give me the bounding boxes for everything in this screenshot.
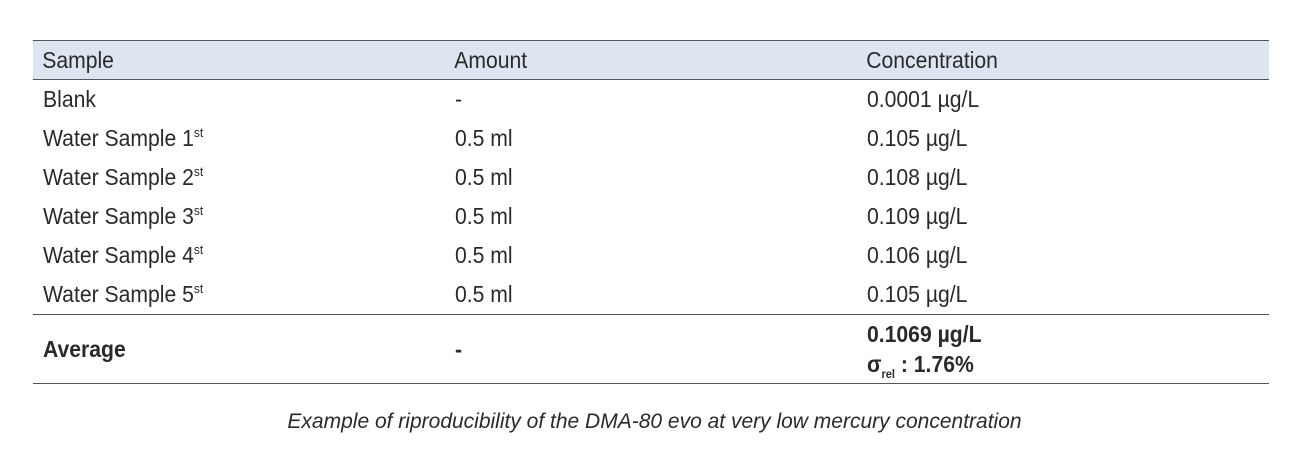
sample-cell: Water Sample 4st	[33, 236, 445, 275]
amount-cell: 0.5 ml	[445, 158, 857, 197]
concentration-cell: 0.108 µg/L	[857, 158, 1269, 197]
amount-value: -	[455, 86, 463, 112]
table-caption: Example of riproducibility of the DMA-80…	[287, 410, 1022, 433]
sample-cell: Water Sample 1st	[33, 119, 445, 158]
concentration-cell: 0.105 µg/L	[857, 119, 1269, 158]
concentration-value: 0.108 µg/L	[867, 164, 968, 190]
amount-cell: -	[445, 80, 857, 120]
amount-value: 0.5 ml	[455, 164, 513, 190]
average-row: Average - 0.1069 µg/L σrel : 1.76%	[33, 314, 1269, 384]
header-sample: Sample	[33, 40, 413, 80]
amount-cell: 0.5 ml	[445, 119, 857, 158]
concentration-cell: 0.106 µg/L	[857, 236, 1269, 275]
ordinal-suffix: st	[193, 281, 204, 296]
concentration-value: 0.106 µg/L	[867, 242, 968, 268]
ordinal-suffix: st	[193, 203, 204, 218]
concentration-value: 0.105 µg/L	[867, 125, 968, 151]
average-label-cell: Average	[33, 314, 445, 384]
relative-std-dev: σrel : 1.76%	[867, 351, 974, 380]
ordinal-suffix: st	[193, 242, 204, 257]
sample-name: Water Sample 2	[43, 164, 194, 190]
amount-cell: 0.5 ml	[445, 236, 857, 275]
sample-cell: Water Sample 3st	[33, 197, 445, 236]
amount-value: 0.5 ml	[455, 242, 513, 268]
average-label: Average	[43, 335, 126, 362]
concentration-cell: 0.0001 µg/L	[857, 80, 1269, 120]
amount-value: 0.5 ml	[455, 125, 513, 151]
table-row: Water Sample 2st 0.5 ml 0.108 µg/L	[33, 158, 1269, 197]
concentration-cell: 0.109 µg/L	[857, 197, 1269, 236]
sample-name: Water Sample 4	[43, 242, 194, 268]
ordinal-suffix: st	[193, 164, 204, 179]
average-amount-cell: -	[445, 314, 857, 384]
amount-value: 0.5 ml	[455, 281, 513, 307]
table-row: Water Sample 5st 0.5 ml 0.105 µg/L	[33, 275, 1269, 315]
concentration-value: 0.109 µg/L	[867, 203, 968, 229]
header-amount: Amount	[445, 40, 825, 80]
results-table-container: Sample Amount Concentration Blank - 0.00…	[33, 40, 1269, 384]
table-row: Blank - 0.0001 µg/L	[33, 80, 1269, 120]
table-row: Water Sample 4st 0.5 ml 0.106 µg/L	[33, 236, 1269, 275]
table-row: Water Sample 3st 0.5 ml 0.109 µg/L	[33, 197, 1269, 236]
sample-name: Water Sample 3	[43, 203, 194, 229]
sample-cell: Water Sample 5st	[33, 275, 445, 315]
table-row: Water Sample 1st 0.5 ml 0.105 µg/L	[33, 119, 1269, 158]
average-concentration-cell: 0.1069 µg/L σrel : 1.76%	[857, 314, 1269, 384]
table-header-row: Sample Amount Concentration	[33, 40, 1269, 80]
average-concentration-value: 0.1069 µg/L	[867, 321, 982, 347]
concentration-value: 0.105 µg/L	[867, 281, 968, 307]
average-amount: -	[455, 335, 463, 362]
ordinal-suffix: st	[193, 125, 204, 140]
sample-name: Blank	[43, 86, 96, 112]
amount-cell: 0.5 ml	[445, 197, 857, 236]
results-table: Sample Amount Concentration Blank - 0.00…	[33, 40, 1269, 384]
amount-value: 0.5 ml	[455, 203, 513, 229]
sigma-symbol: σ	[867, 351, 882, 377]
header-concentration: Concentration	[857, 40, 1237, 80]
sample-name: Water Sample 1	[43, 125, 194, 151]
sample-cell: Water Sample 2st	[33, 158, 445, 197]
sigma-value: : 1.76%	[900, 351, 974, 377]
sample-cell: Blank	[33, 80, 445, 120]
concentration-cell: 0.105 µg/L	[857, 275, 1269, 315]
sample-name: Water Sample 5	[43, 281, 194, 307]
sigma-subscript: rel	[881, 367, 895, 381]
amount-cell: 0.5 ml	[445, 275, 857, 315]
concentration-value: 0.0001 µg/L	[867, 86, 980, 112]
